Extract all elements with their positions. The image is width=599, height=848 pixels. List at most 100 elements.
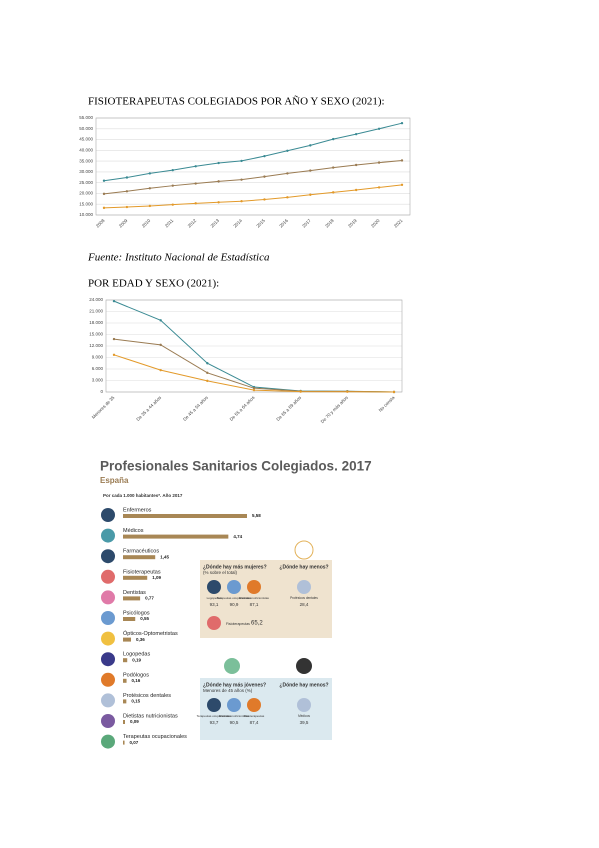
infographic-note: Por cada 1.000 habitantes*. Año 2017 [103,493,183,498]
data-point [346,390,349,393]
item-name: Podólogos [123,672,149,678]
data-point [159,319,162,322]
panel-value: 93,1 [210,602,219,607]
item-bar [123,514,247,518]
y-tick-label: 0 [100,389,103,394]
icon [294,540,314,560]
data-point [354,188,358,192]
data-point [125,190,129,193]
panel-name: Fisioterapeutas [244,714,265,718]
panel-subtitle: Menores de 45 años (%) [203,688,253,693]
item-icon [101,714,115,728]
item-value: 1,45 [160,554,169,559]
y-tick-label: 35.000 [79,158,93,163]
data-point [377,127,381,130]
x-tick-label: 2019 [347,218,358,229]
data-point [148,172,152,175]
young-box [200,678,332,740]
panel-title: ¿Dónde hay menos? [279,682,328,688]
y-tick-label: 18.000 [89,320,103,325]
data-point [194,182,197,185]
item-icon [101,631,115,646]
data-point [332,137,335,141]
data-point [206,362,209,365]
panel-icon [247,698,261,712]
data-point [263,198,266,201]
y-tick-label: 45.000 [79,137,93,142]
data-point [263,175,266,178]
icon [296,658,312,674]
women-box [200,560,332,638]
data-point [252,386,256,390]
x-tick-label: 2021 [393,218,404,229]
data-point [217,201,220,204]
data-point [392,390,396,394]
panel-name: Terapeutas ocupacionales [217,596,252,600]
data-point [159,368,162,372]
panel-title: ¿Dónde hay menos? [279,564,328,570]
y-tick-label: 6.000 [92,366,104,371]
x-tick-label: 2014 [232,218,243,229]
x-tick-label: 2012 [187,218,198,229]
item-bar [123,678,127,683]
y-tick-label: 30.000 [79,169,93,174]
data-point [171,203,174,206]
data-point [309,193,312,196]
data-point [286,172,289,175]
panel-name: Logopedas [207,596,222,600]
data-point [217,180,220,183]
panel-icon [247,580,261,594]
panel-icon [207,580,221,594]
x-tick-label: 2013 [210,218,221,229]
item-value: 0,55 [140,616,149,621]
panel-icon [207,616,221,630]
item-name: Logopedas [123,652,150,658]
item-icon [101,734,115,749]
data-point [286,149,289,152]
x-tick-label: De 65 a 69 años [275,394,302,421]
series-line [103,159,403,195]
panel-value: 87,1 [250,602,259,607]
y-tick-label: 40.000 [79,148,93,153]
plot-frame [105,299,403,393]
item-name: Psicólogos [123,610,150,616]
panel-value: 28,4 [300,602,309,607]
x-tick-label: 2009 [118,218,129,229]
x-tick-label: 2010 [141,218,152,229]
panel-value: 39,5 [300,720,309,725]
item-bar [123,740,125,745]
data-point [125,205,129,209]
item-icon [101,569,115,584]
panel-icon [227,698,241,712]
data-point [400,159,404,162]
data-point [400,121,404,125]
data-point [148,204,152,208]
data-point [286,196,289,199]
x-tick-label: 2015 [255,218,266,229]
item-name: Ópticos-Optometristas [123,630,178,637]
x-tick-label: De 70 y más años [320,394,350,424]
data-point [240,200,243,203]
x-tick-label: No consta [378,395,396,413]
x-tick-label: De 45 a 54 años [182,394,209,421]
data-point [332,191,335,194]
panel-title: ¿Dónde hay más mujeres? [203,564,267,570]
data-point [240,159,243,163]
y-tick-label: 24.000 [89,297,103,302]
y-tick-label: 55.000 [79,115,93,120]
item-bar [123,555,156,560]
item-value: 0,07 [130,740,139,745]
item-name: Dietistas nutricionistas [123,713,178,719]
y-tick-label: 9.000 [92,355,104,360]
y-tick-label: 20.000 [79,191,93,196]
x-tick-label: 2018 [324,218,335,229]
item-bar [123,534,229,539]
item-icon [101,672,115,687]
data-point [194,202,197,205]
data-point [102,206,106,210]
item-name: Fisioterapeutas [123,569,161,575]
y-tick-label: 15.000 [89,332,103,337]
y-tick-label: 10.000 [79,212,93,217]
item-bar [123,699,127,704]
